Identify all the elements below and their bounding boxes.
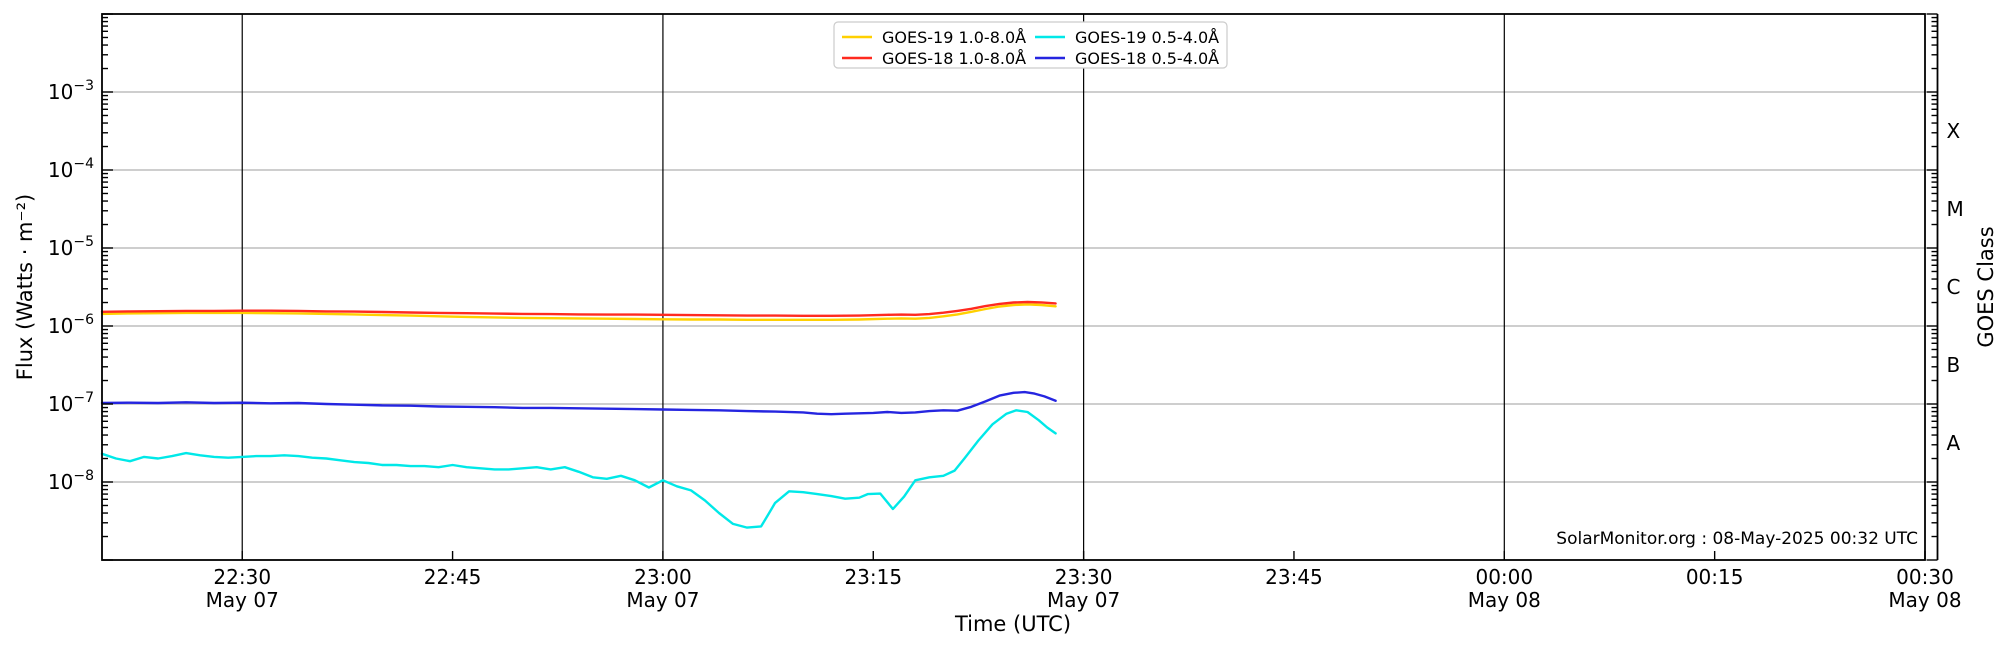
y-tick-label-1e-4: 10−4	[48, 156, 94, 182]
axis-ticks	[102, 13, 1938, 561]
x-tick-label-00-30: 00:30	[1896, 565, 1954, 589]
series-line-goes-19-1-0-8-0	[100, 303, 1057, 321]
series-line-goes-18-0-5-4-0	[100, 390, 1057, 416]
y-tick-labels: 10−3 10−4 10−5 10−6 10−7 10−8	[48, 78, 94, 494]
x-tick-label-23-00: 23:00	[634, 565, 692, 589]
series-line-goes-18-1-0-8-0	[100, 300, 1057, 317]
x-tick-label-23-30: 23:30	[1055, 565, 1113, 589]
legend-label: GOES-19 1.0-8.0Å	[882, 28, 1026, 47]
goes-class-label-m: M	[1947, 197, 1964, 221]
x-date-label-may-08: May 08	[1468, 588, 1541, 612]
y-tick-label-1e-5: 10−5	[48, 234, 94, 260]
y-tick-label-1e-7: 10−7	[48, 390, 94, 416]
legend-entry-goes-18-0-5-4-0: GOES-18 0.5-4.0Å	[1035, 49, 1219, 68]
y-tick-label-1e-8: 10−8	[48, 468, 94, 494]
x-tick-label-23-15: 23:15	[844, 565, 902, 589]
x-date-label-may-07: May 07	[1047, 588, 1120, 612]
y-tick-label-1e-6: 10−6	[48, 312, 94, 338]
goes-class-label-a: A	[1947, 431, 1961, 455]
goes-class-label-x: X	[1947, 119, 1961, 143]
x-tick-label-00-00: 00:00	[1475, 565, 1533, 589]
series-lines	[100, 300, 1057, 529]
x-date-label-may-08: May 08	[1888, 588, 1961, 612]
series-line-goes-19-0-5-4-0	[100, 409, 1057, 529]
x-date-label-may-07: May 07	[206, 588, 279, 612]
y-tick-label-1e-3: 10−3	[48, 78, 94, 104]
legend: GOES-19 1.0-8.0Å GOES-18 1.0-8.0Å GOES-19 …	[833, 21, 1228, 69]
x-tick-label-23-45: 23:45	[1265, 565, 1323, 589]
legend-entry-goes-19-1-0-8-0: GOES-19 1.0-8.0Å	[842, 28, 1026, 47]
x-date-label-may-07: May 07	[626, 588, 699, 612]
x-axis-label: Time (UTC)	[954, 612, 1072, 636]
legend-box	[833, 21, 1228, 69]
legend-label: GOES-19 0.5-4.0Å	[1075, 28, 1219, 47]
legend-label: GOES-18 1.0-8.0Å	[882, 49, 1026, 68]
goes-class-label-b: B	[1947, 353, 1961, 377]
plot-frame	[101, 13, 1926, 561]
goes-class-label-c: C	[1947, 275, 1961, 299]
y-axis-label-left: Flux (Watts · m⁻²)	[13, 193, 37, 381]
x-tick-label-22-45: 22:45	[424, 565, 482, 589]
y-axis-label-right: GOES Class	[1974, 226, 1998, 348]
x-tick-label-22-30: 22:30	[213, 565, 271, 589]
solarmonitor-credit: SolarMonitor.org : 08-May-2025 00:32 UTC	[1556, 529, 1918, 549]
vertical-gridlines	[241, 14, 1505, 560]
legend-entry-goes-18-1-0-8-0: GOES-18 1.0-8.0Å	[842, 49, 1026, 68]
x-tick-label-00-15: 00:15	[1686, 565, 1744, 589]
goes-class-labels: X M C B A	[1947, 119, 1964, 455]
legend-label: GOES-18 0.5-4.0Å	[1075, 49, 1219, 68]
legend-entry-goes-19-0-5-4-0: GOES-19 0.5-4.0Å	[1035, 28, 1219, 47]
horizontal-gridlines	[102, 91, 1925, 483]
